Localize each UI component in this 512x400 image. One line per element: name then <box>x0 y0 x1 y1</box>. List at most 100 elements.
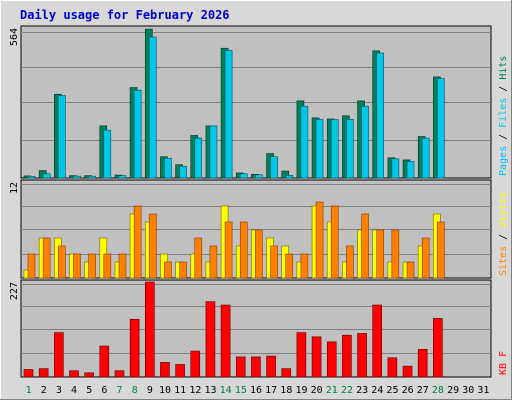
legend-kbytes: KB F <box>498 351 509 375</box>
kbytes-bar-day-18 <box>281 368 292 378</box>
legend-hits-files-pages: Pages / Files / Hits <box>498 56 509 176</box>
day-label-1: 1 <box>26 385 32 396</box>
sites-bar-day-20 <box>315 201 324 279</box>
day-label-28: 28 <box>432 385 444 396</box>
files-bar-day-11 <box>179 165 187 179</box>
kbytes-bar-day-1 <box>23 369 34 378</box>
sites-bar-day-12 <box>194 237 203 279</box>
files-bar-day-4 <box>73 175 81 179</box>
ymax-label-3: 227 <box>9 282 20 300</box>
sites-bar-day-3 <box>58 245 66 279</box>
kbytes-bar-day-19 <box>296 332 307 378</box>
files-bar-day-19 <box>300 105 309 179</box>
day-label-22: 22 <box>341 385 353 396</box>
gridlines <box>21 32 491 354</box>
ymax-label-1: 564 <box>9 28 20 46</box>
sites-bar-day-2 <box>42 237 51 279</box>
sites-bar-day-22 <box>346 245 354 279</box>
sites-bar-day-18 <box>285 253 294 279</box>
chart-title: Daily usage for February 2026 <box>20 8 230 22</box>
kbytes-bar-day-13 <box>205 301 216 378</box>
kbytes-bar-day-9 <box>144 281 155 378</box>
sites-bar-day-19 <box>300 253 309 279</box>
files-bar-day-17 <box>270 156 278 179</box>
day-label-18: 18 <box>280 385 292 396</box>
sites-bar-day-4 <box>73 253 81 279</box>
day-label-31: 31 <box>477 385 489 396</box>
legend-entry-: / <box>498 86 509 98</box>
files-bar-day-25 <box>391 158 400 179</box>
day-label-23: 23 <box>356 385 368 396</box>
day-label-11: 11 <box>174 385 186 396</box>
legend-entry-: / <box>498 234 509 246</box>
kbytes-bar-day-15 <box>235 356 246 378</box>
kbytes-bar-day-8 <box>129 318 140 378</box>
kbytes-bar-day-26 <box>402 365 413 378</box>
sites-bar-day-1 <box>27 253 36 279</box>
ymax-label-2: 12 <box>9 182 20 194</box>
sites-bar-day-8 <box>133 205 142 279</box>
panel-backgrounds <box>20 25 492 378</box>
legend-entry-pages: Pages <box>498 146 509 176</box>
bars <box>23 28 445 378</box>
day-label-6: 6 <box>101 385 107 396</box>
files-bar-day-21 <box>330 119 339 179</box>
sites-bar-day-23 <box>361 213 369 279</box>
files-bar-day-23 <box>361 105 369 179</box>
files-bar-day-8 <box>133 89 142 179</box>
day-label-19: 19 <box>295 385 307 396</box>
day-label-20: 20 <box>311 385 323 396</box>
day-label-8: 8 <box>132 385 138 396</box>
day-label-3: 3 <box>56 385 62 396</box>
kbytes-bar-day-28 <box>433 318 443 378</box>
day-label-5: 5 <box>86 385 92 396</box>
sites-bar-day-24 <box>376 229 385 279</box>
kbytes-bar-day-12 <box>190 350 201 378</box>
day-label-4: 4 <box>71 385 77 396</box>
day-label-26: 26 <box>402 385 414 396</box>
axis-labels: 564 12 227 <box>9 28 20 300</box>
files-bar-day-24 <box>376 52 385 179</box>
kbytes-bar-day-5 <box>84 372 94 378</box>
kbytes-bar-day-3 <box>54 332 64 378</box>
kbytes-bar-day-27 <box>417 349 428 378</box>
day-label-27: 27 <box>417 385 429 396</box>
day-label-7: 7 <box>117 385 123 396</box>
files-bar-day-26 <box>406 161 415 179</box>
hits-bar-day-18 <box>281 170 290 179</box>
kbytes-bar-day-22 <box>342 334 352 378</box>
kbytes-bar-day-11 <box>175 364 185 378</box>
files-bar-day-16 <box>255 174 263 179</box>
sites-bar-day-10 <box>164 261 172 279</box>
kbytes-bar-day-21 <box>326 341 337 378</box>
legend-entry-kb: KB <box>498 363 509 375</box>
kbytes-bar-day-6 <box>99 345 110 378</box>
sites-bar-day-14 <box>224 221 233 279</box>
files-bar-day-10 <box>164 158 172 179</box>
kbytes-bar-day-2 <box>38 368 49 378</box>
legend-visits-sites: Sites / Visits <box>498 192 509 276</box>
kbytes-bar-day-23 <box>357 333 367 378</box>
kbytes-bar-day-20 <box>311 336 322 378</box>
sites-bar-day-17 <box>270 245 278 279</box>
sites-bar-day-13 <box>209 245 218 279</box>
files-bar-day-28 <box>437 78 445 179</box>
sites-bar-day-26 <box>406 261 415 279</box>
sites-bar-day-16 <box>255 229 263 279</box>
day-label-17: 17 <box>265 385 277 396</box>
day-label-12: 12 <box>189 385 201 396</box>
legends: Pages / Files / Hits Sites / Visits KB F <box>498 56 509 375</box>
kbytes-bar-day-14 <box>220 304 231 378</box>
files-bar-day-3 <box>58 95 66 179</box>
day-label-14: 14 <box>220 385 232 396</box>
kbytes-bar-day-7 <box>114 370 125 378</box>
day-label-29: 29 <box>447 385 459 396</box>
files-bar-day-6 <box>103 129 112 179</box>
sites-bar-day-11 <box>179 261 187 279</box>
day-label-9: 9 <box>147 385 153 396</box>
day-label-25: 25 <box>386 385 398 396</box>
kbytes-bar-day-16 <box>251 356 261 378</box>
sites-bar-day-21 <box>330 205 339 279</box>
legend-entry-hits: Hits <box>498 56 509 86</box>
